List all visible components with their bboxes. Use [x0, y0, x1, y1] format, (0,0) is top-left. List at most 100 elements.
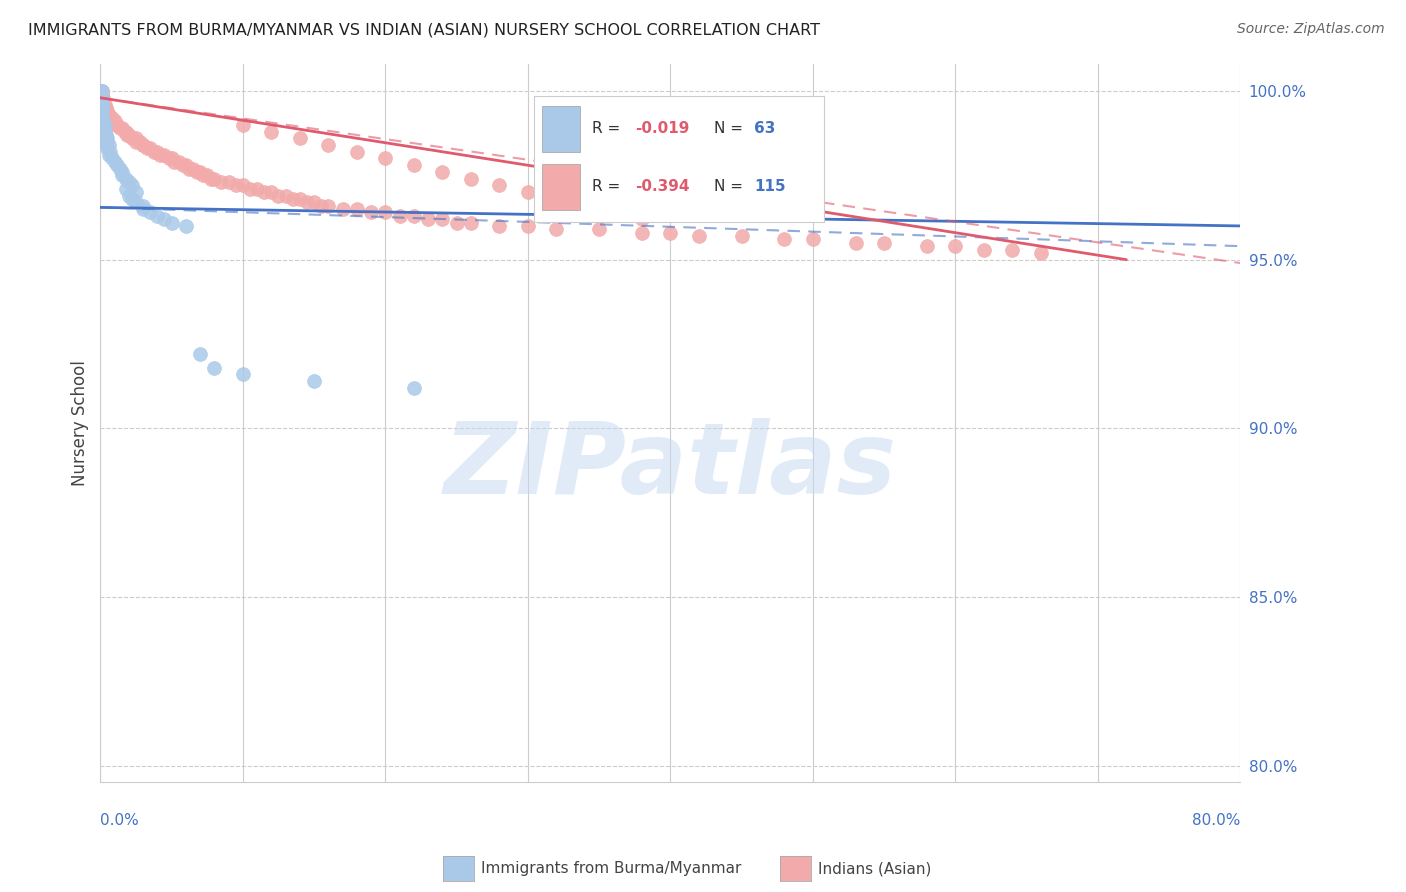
Point [90, 101, 112, 115]
Point [432, 212, 454, 227]
Point [115, 124, 138, 138]
Point [96, 141, 118, 155]
Point [93, 101, 115, 115]
Point [129, 135, 152, 149]
Point [114, 124, 136, 138]
Point [91, 118, 114, 132]
Point [1001, 243, 1024, 257]
Point [232, 178, 254, 193]
Point [121, 178, 143, 193]
Point [110, 121, 132, 136]
Point [98, 145, 121, 159]
Point [402, 381, 425, 395]
Point [149, 148, 172, 162]
Y-axis label: Nursery School: Nursery School [72, 360, 89, 486]
Point [94, 138, 117, 153]
Point [253, 185, 276, 199]
Point [111, 169, 134, 183]
Point [118, 188, 141, 202]
Point [118, 175, 141, 189]
Point [90, 91, 112, 105]
Point [346, 145, 368, 159]
Point [143, 145, 166, 159]
Point [104, 154, 127, 169]
Point [186, 165, 208, 179]
Point [360, 205, 382, 219]
Point [89, 111, 111, 125]
Point [416, 212, 439, 227]
Point [115, 171, 138, 186]
Point [1029, 246, 1052, 260]
Point [232, 118, 254, 132]
Point [915, 239, 938, 253]
Point [121, 131, 143, 145]
Point [89, 91, 111, 105]
Point [801, 232, 824, 246]
Point [288, 131, 311, 145]
Point [93, 131, 115, 145]
Point [105, 118, 128, 132]
Point [546, 222, 568, 236]
Text: Source: ZipAtlas.com: Source: ZipAtlas.com [1237, 22, 1385, 37]
Point [232, 368, 254, 382]
Point [89, 84, 111, 98]
Point [117, 128, 139, 142]
Point [125, 135, 148, 149]
Point [488, 219, 510, 233]
Point [773, 232, 796, 246]
Point [97, 148, 120, 162]
Point [388, 209, 411, 223]
Point [91, 94, 114, 108]
Point [89, 84, 111, 98]
Point [239, 182, 262, 196]
Point [346, 202, 368, 216]
Point [111, 165, 134, 179]
Point [132, 138, 155, 153]
Point [132, 199, 155, 213]
Point [96, 108, 118, 122]
Point [163, 154, 186, 169]
Point [195, 169, 218, 183]
Point [167, 154, 190, 169]
Point [574, 199, 596, 213]
Point [93, 97, 115, 112]
Point [309, 199, 332, 213]
Point [89, 104, 111, 119]
Point [200, 171, 222, 186]
Point [374, 152, 396, 166]
Point [90, 104, 112, 119]
Point [90, 94, 112, 108]
Point [402, 209, 425, 223]
Point [132, 202, 155, 216]
Point [446, 216, 468, 230]
Point [302, 195, 325, 210]
Point [188, 347, 211, 361]
Point [100, 152, 122, 166]
Point [104, 114, 127, 128]
Point [295, 195, 318, 210]
Point [274, 188, 297, 202]
Point [943, 239, 966, 253]
Point [973, 243, 995, 257]
Point [432, 165, 454, 179]
Point [267, 188, 290, 202]
Point [153, 212, 176, 227]
Point [90, 114, 112, 128]
Point [93, 128, 115, 142]
Point [89, 94, 111, 108]
Point [115, 182, 138, 196]
Point [260, 185, 283, 199]
Point [157, 152, 180, 166]
Point [160, 152, 183, 166]
Point [91, 97, 114, 112]
Point [630, 226, 652, 240]
Point [602, 205, 624, 219]
Point [96, 135, 118, 149]
Point [225, 178, 247, 193]
Point [110, 161, 132, 176]
Point [90, 84, 112, 98]
Point [873, 235, 896, 250]
Point [318, 199, 340, 213]
Point [93, 118, 115, 132]
Point [202, 171, 225, 186]
